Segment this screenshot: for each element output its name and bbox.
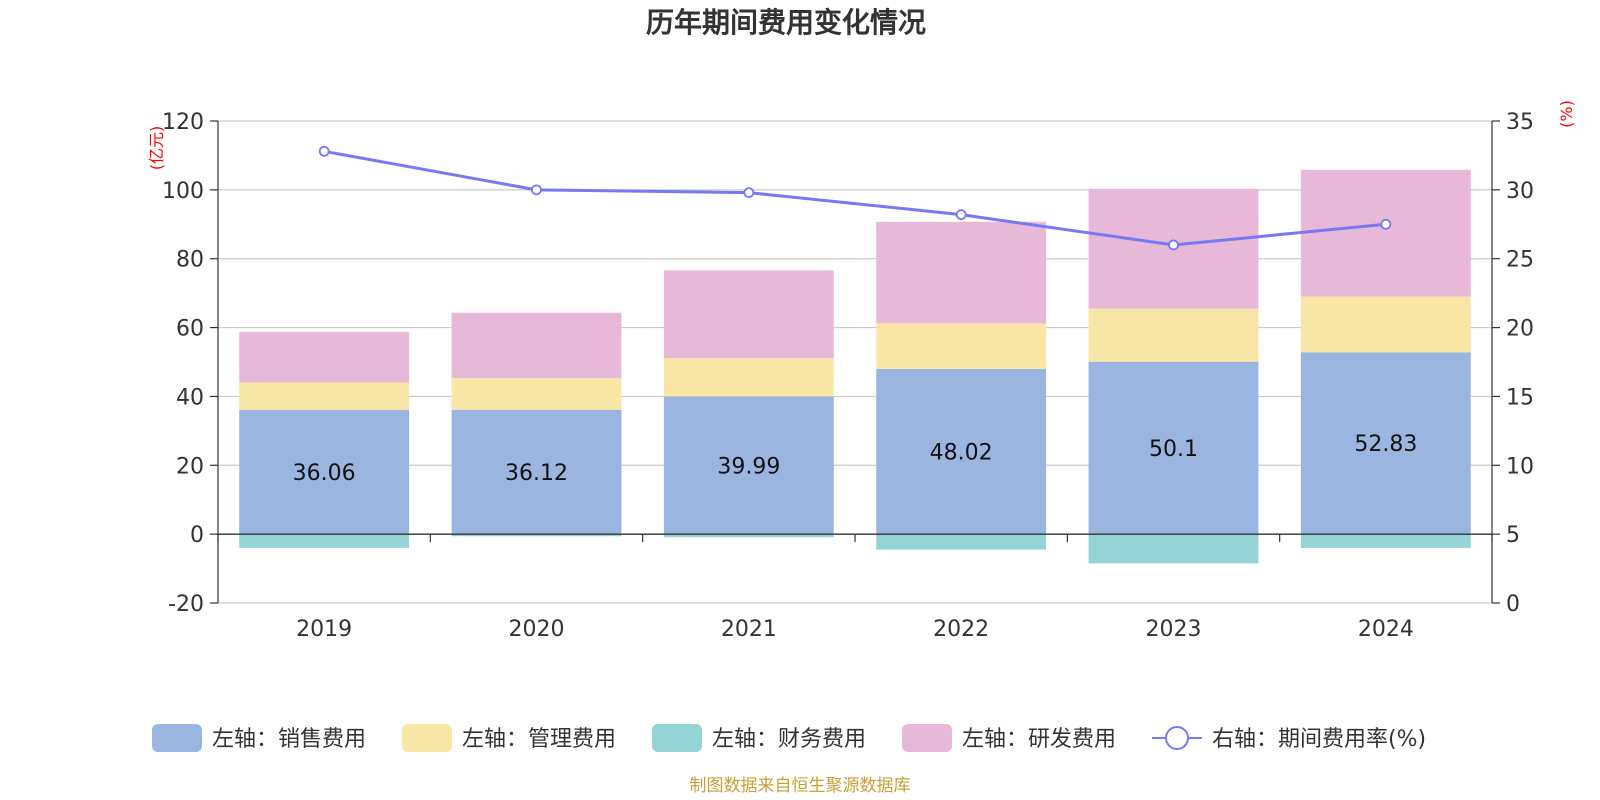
rate-point bbox=[318, 145, 330, 157]
x-axis-tick-label: 2020 bbox=[509, 617, 565, 642]
right-axis-unit: (%) bbox=[1557, 100, 1576, 128]
bar-2-2023 bbox=[1088, 534, 1259, 564]
x-axis-tick-label: 2021 bbox=[721, 617, 777, 642]
bar-1-2024 bbox=[1300, 296, 1471, 353]
x-axis-tick-label: 2022 bbox=[933, 617, 989, 642]
left-axis-tick-label: 120 bbox=[162, 110, 204, 135]
left-axis-tick-label: 80 bbox=[176, 248, 204, 273]
bar-1-2021 bbox=[663, 358, 834, 397]
bar-2-2022 bbox=[876, 534, 1047, 550]
bar-2-2024 bbox=[1300, 534, 1471, 548]
left-axis-tick-label: 100 bbox=[162, 179, 204, 204]
bar-1-2022 bbox=[876, 323, 1047, 369]
legend-circle-icon bbox=[1165, 726, 1189, 750]
legend-label: 右轴：期间费用率(%) bbox=[1212, 727, 1426, 752]
line-layer bbox=[318, 145, 1392, 251]
x-axis-tick-label: 2019 bbox=[296, 617, 352, 642]
bar-3-2020 bbox=[451, 312, 622, 379]
legend: 左轴：销售费用 左轴：管理费用 左轴：财务费用 左轴：研发费用 右轴：期间费用率(%) bbox=[152, 724, 1426, 752]
data-label: 36.12 bbox=[505, 461, 568, 486]
right-axis-tick-label: 25 bbox=[1506, 248, 1534, 273]
label-layer: 36.06 36.12 39.99 48.02 50.1 52.83 bbox=[293, 432, 1418, 486]
rate-point bbox=[955, 209, 967, 221]
rate-point bbox=[1380, 218, 1392, 230]
bar-3-2024 bbox=[1300, 169, 1471, 297]
bar-0-2024 bbox=[1300, 352, 1471, 535]
left-axis-unit: (亿元) bbox=[147, 126, 166, 171]
right-axis-tick-label: 5 bbox=[1506, 523, 1520, 548]
bar-0-2020 bbox=[451, 409, 622, 535]
bar-2-2019 bbox=[239, 534, 410, 548]
left-axis-tick-label: 40 bbox=[176, 385, 204, 410]
source-note: 制图数据来自恒生聚源数据库 bbox=[690, 776, 911, 796]
legend-label: 左轴：财务费用 bbox=[712, 727, 866, 752]
legend-label: 左轴：管理费用 bbox=[462, 727, 616, 752]
legend-swatch bbox=[652, 724, 702, 752]
x-axis-tick-label: 2024 bbox=[1358, 617, 1414, 642]
bar-1-2023 bbox=[1088, 308, 1259, 362]
data-label: 48.02 bbox=[930, 440, 993, 465]
data-label: 52.83 bbox=[1354, 432, 1417, 457]
bar-3-2021 bbox=[663, 270, 834, 359]
legend-swatch bbox=[152, 724, 202, 752]
bar-0-2022 bbox=[876, 368, 1047, 535]
left-axis-tick-label: 0 bbox=[190, 523, 204, 548]
rate-point bbox=[1168, 239, 1179, 251]
bar-2-2020 bbox=[451, 534, 622, 537]
rate-point bbox=[531, 184, 542, 196]
right-axis-tick-label: 35 bbox=[1506, 110, 1534, 135]
bar-0-2019 bbox=[239, 409, 410, 535]
legend-swatch bbox=[402, 724, 452, 752]
bar-1-2020 bbox=[451, 378, 622, 410]
left-axis-tick-label: 60 bbox=[176, 317, 204, 342]
right-axis-tick-label: 30 bbox=[1506, 179, 1534, 204]
rate-point bbox=[743, 187, 755, 199]
data-label: 36.06 bbox=[293, 461, 356, 486]
data-label: 39.99 bbox=[717, 454, 780, 479]
bar-3-2022 bbox=[876, 221, 1047, 324]
rate-line bbox=[323, 149, 1386, 247]
bar-layer bbox=[239, 169, 1471, 564]
legend-label: 左轴：销售费用 bbox=[212, 727, 366, 752]
bar-0-2021 bbox=[663, 396, 834, 535]
left-axis-tick-label: 20 bbox=[176, 454, 204, 479]
right-axis-tick-label: 15 bbox=[1506, 385, 1534, 410]
right-axis-tick-label: 20 bbox=[1506, 317, 1534, 342]
legend-swatch bbox=[902, 724, 952, 752]
x-axis-tick-label: 2023 bbox=[1146, 617, 1202, 642]
bar-1-2019 bbox=[239, 382, 410, 410]
bar-0-2023 bbox=[1088, 361, 1259, 535]
bar-3-2019 bbox=[239, 331, 410, 383]
right-axis-tick-label: 10 bbox=[1506, 454, 1534, 479]
data-label: 50.1 bbox=[1149, 437, 1198, 462]
axis-layer: 120 100 80 60 40 20 0 -20 35 30 25 20 15 10 5 0 2019 2020… bbox=[162, 110, 1534, 642]
legend-label: 左轴：研发费用 bbox=[962, 727, 1116, 752]
left-axis-tick-label: -20 bbox=[168, 592, 204, 617]
chart-title: 历年期间费用变化情况 bbox=[646, 6, 926, 39]
bar-2-2021 bbox=[663, 534, 834, 538]
right-axis-tick-label: 0 bbox=[1506, 592, 1520, 617]
